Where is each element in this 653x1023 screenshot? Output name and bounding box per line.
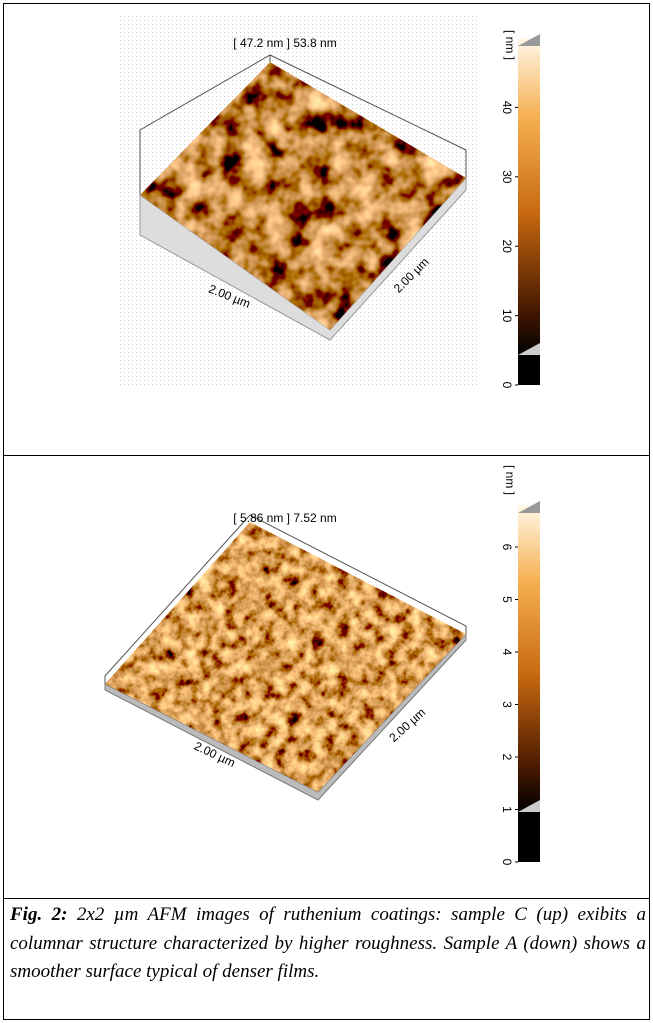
figure-page: [ 47.2 nm ] 53.8 nm 2.00 µm 2.00 µm [ 5.…	[0, 0, 653, 1023]
caption-label: Fig. 2:	[10, 904, 67, 925]
colorbar-tick-label: 20	[500, 240, 514, 254]
range-label: [ 5.86 nm ] 7.52 nm	[233, 511, 336, 525]
colorbar-unit: [ nm ]	[503, 30, 517, 60]
colorbar-tick-label: 4	[500, 649, 514, 656]
figure: [ 47.2 nm ] 53.8 nm 2.00 µm 2.00 µm [ 5.…	[0, 0, 653, 1023]
afm-surface	[100, 515, 470, 795]
colorbar-tick-label: 40	[500, 101, 514, 115]
colorbar-tick-label: 6	[500, 544, 514, 551]
colorbar-tick-label: 5	[500, 596, 514, 603]
colorbar-tick-label: 2	[500, 754, 514, 761]
caption-text: 2x2 µm AFM images of ruthenium coatings:…	[10, 904, 646, 982]
colorbar	[518, 38, 540, 355]
colorbar-tick-label: 10	[500, 309, 514, 323]
colorbar-tick-label: 30	[500, 170, 514, 184]
colorbar-base	[518, 355, 540, 385]
colorbar	[518, 505, 540, 812]
range-label: [ 47.2 nm ] 53.8 nm	[233, 36, 336, 50]
colorbar-tick-label: 0	[500, 382, 514, 389]
colorbar-tick-label: 0	[500, 859, 514, 866]
colorbar-tick-label: 1	[500, 806, 514, 813]
colorbar-tick-label: 3	[500, 701, 514, 708]
colorbar-base	[518, 812, 540, 862]
colorbar-unit: [ nm ]	[503, 465, 517, 495]
caption: Fig. 2: 2x2 µm AFM images of ruthenium c…	[10, 901, 646, 987]
